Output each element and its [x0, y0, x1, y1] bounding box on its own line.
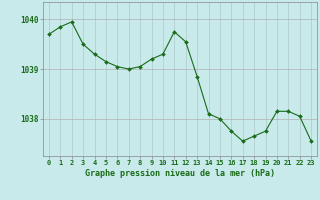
X-axis label: Graphe pression niveau de la mer (hPa): Graphe pression niveau de la mer (hPa) [85, 169, 275, 178]
